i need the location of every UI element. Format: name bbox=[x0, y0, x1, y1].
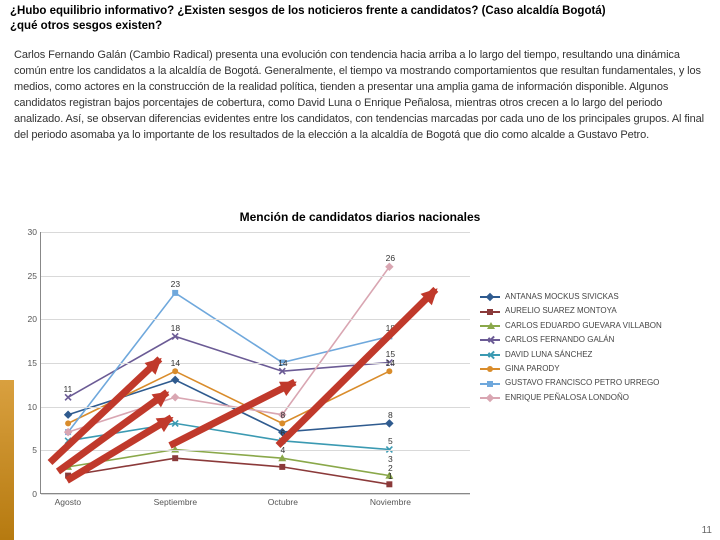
data-label: 18 bbox=[171, 323, 180, 333]
y-axis-tick: 25 bbox=[23, 271, 37, 281]
page-number: 11 bbox=[702, 525, 712, 536]
legend-label: CARLOS EDUARDO GUEVARA VILLABON bbox=[505, 319, 662, 333]
y-axis-tick: 20 bbox=[23, 314, 37, 324]
y-axis-tick: 30 bbox=[23, 227, 37, 237]
y-axis-tick: 15 bbox=[23, 358, 37, 368]
data-label: 8 bbox=[281, 410, 286, 420]
header-line2: ¿qué otros sesgos existen? bbox=[10, 19, 710, 34]
legend-item: ENRIQUE PEÑALOSA LONDOÑO bbox=[480, 391, 706, 405]
plot-area: 051015202530AgostoSeptiembreOctubreNovie… bbox=[40, 232, 470, 494]
data-label: 14 bbox=[171, 358, 180, 368]
legend-item: GUSTAVO FRANCISCO PETRO URREGO bbox=[480, 376, 706, 390]
legend-swatch bbox=[480, 354, 500, 356]
legend-swatch bbox=[480, 339, 500, 341]
y-axis-tick: 0 bbox=[23, 489, 37, 499]
legend-swatch bbox=[480, 311, 500, 313]
data-label: 23 bbox=[171, 279, 180, 289]
chart-container: Mención de candidatos diarios nacionales… bbox=[12, 210, 708, 520]
legend-swatch bbox=[480, 397, 500, 399]
grid-line bbox=[41, 450, 470, 451]
legend-swatch bbox=[480, 383, 500, 385]
x-axis-tick: Noviembre bbox=[370, 497, 411, 507]
legend-label: CARLOS FERNANDO GALÁN bbox=[505, 333, 614, 347]
x-axis-tick: Agosto bbox=[55, 497, 81, 507]
legend-item: AURELIO SUAREZ MONTOYA bbox=[480, 304, 706, 318]
grid-line bbox=[41, 363, 470, 364]
legend-item: DAVID LUNA SÁNCHEZ bbox=[480, 348, 706, 362]
body-paragraph: Carlos Fernando Galán (Cambio Radical) p… bbox=[0, 42, 720, 144]
legend-label: ANTANAS MOCKUS SIVICKAS bbox=[505, 290, 619, 304]
slide-accent-bar bbox=[0, 380, 14, 540]
data-label: 26 bbox=[386, 253, 395, 263]
chart-legend: ANTANAS MOCKUS SIVICKASAURELIO SUAREZ MO… bbox=[480, 290, 706, 405]
chart-title: Mención de candidatos diarios nacionales bbox=[12, 210, 708, 224]
data-label: 14 bbox=[386, 358, 395, 368]
legend-label: AURELIO SUAREZ MONTOYA bbox=[505, 304, 617, 318]
grid-line bbox=[41, 232, 470, 233]
legend-item: CARLOS EDUARDO GUEVARA VILLABON bbox=[480, 319, 706, 333]
legend-item: GINA PARODY bbox=[480, 362, 706, 376]
data-label: 5 bbox=[388, 436, 393, 446]
x-axis-tick: Septiembre bbox=[154, 497, 197, 507]
data-label: 1 bbox=[388, 471, 393, 481]
grid-line bbox=[41, 494, 470, 495]
data-label: 14 bbox=[278, 358, 287, 368]
data-label: 11 bbox=[63, 384, 72, 394]
legend-label: GINA PARODY bbox=[505, 362, 560, 376]
legend-swatch bbox=[480, 296, 500, 298]
legend-item: ANTANAS MOCKUS SIVICKAS bbox=[480, 290, 706, 304]
legend-swatch bbox=[480, 368, 500, 370]
slide-header: ¿Hubo equilibrio informativo? ¿Existen s… bbox=[0, 0, 720, 42]
legend-label: GUSTAVO FRANCISCO PETRO URREGO bbox=[505, 376, 659, 390]
y-axis-tick: 10 bbox=[23, 402, 37, 412]
grid-line bbox=[41, 276, 470, 277]
legend-swatch bbox=[480, 325, 500, 327]
data-label: 8 bbox=[388, 410, 393, 420]
legend-label: DAVID LUNA SÁNCHEZ bbox=[505, 348, 592, 362]
x-axis-tick: Octubre bbox=[268, 497, 298, 507]
header-line1: ¿Hubo equilibrio informativo? ¿Existen s… bbox=[10, 4, 710, 19]
legend-item: CARLOS FERNANDO GALÁN bbox=[480, 333, 706, 347]
y-axis-tick: 5 bbox=[23, 445, 37, 455]
legend-label: ENRIQUE PEÑALOSA LONDOÑO bbox=[505, 391, 629, 405]
